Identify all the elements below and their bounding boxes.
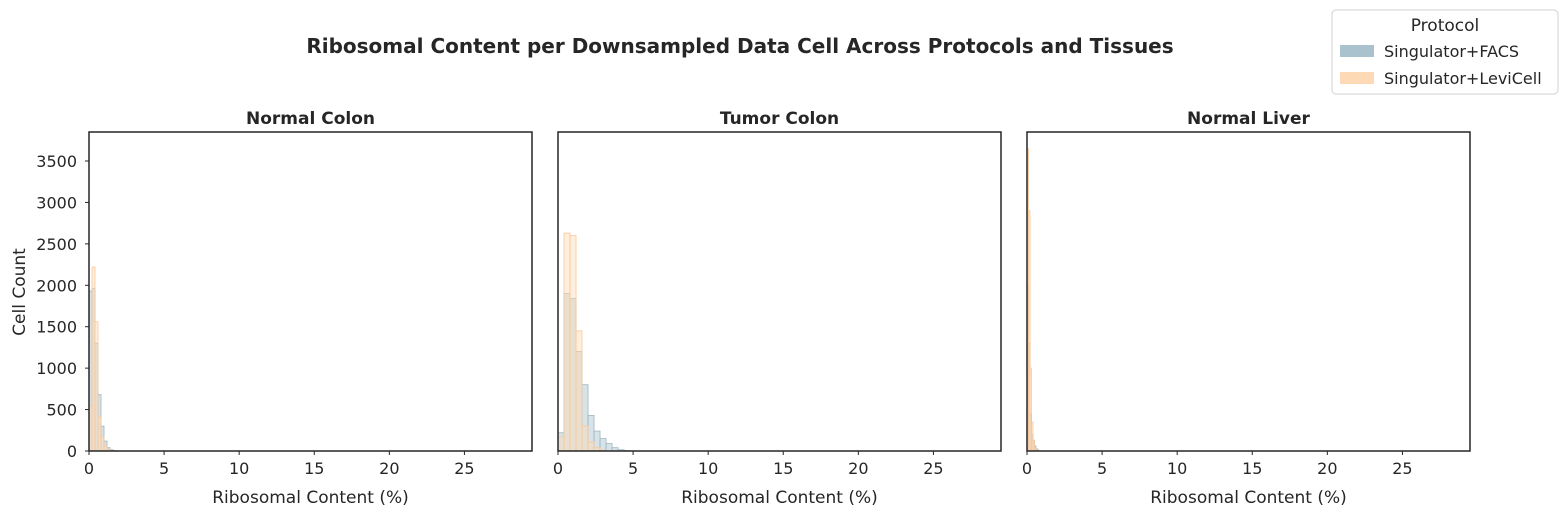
panel-title: Normal Liver bbox=[1187, 109, 1310, 129]
x-tick-label: 5 bbox=[1097, 459, 1107, 478]
plot-frame bbox=[1027, 132, 1470, 451]
x-tick-label: 10 bbox=[229, 459, 249, 478]
panel-title: Normal Colon bbox=[246, 109, 375, 129]
legend-swatch-levicell bbox=[1340, 72, 1374, 84]
histogram-bar bbox=[92, 267, 95, 451]
legend-swatch-facs bbox=[1340, 45, 1374, 57]
plot-frame bbox=[89, 132, 532, 451]
x-tick-label: 0 bbox=[84, 459, 94, 478]
legend-label-facs: Singulator+FACS bbox=[1384, 42, 1519, 61]
x-tick-label: 15 bbox=[1242, 459, 1262, 478]
x-axis-label: Ribosomal Content (%) bbox=[212, 488, 409, 508]
x-tick-label: 0 bbox=[553, 459, 563, 478]
panel-title: Tumor Colon bbox=[720, 109, 839, 129]
x-tick-label: 20 bbox=[379, 459, 399, 478]
y-tick-label: 0 bbox=[67, 442, 77, 461]
histogram-bar bbox=[564, 233, 570, 451]
legend: Protocol Singulator+FACS Singulator+Levi… bbox=[1332, 10, 1558, 94]
histogram-bar bbox=[98, 416, 101, 451]
x-tick-label: 15 bbox=[773, 459, 793, 478]
y-tick-label: 2500 bbox=[36, 235, 77, 254]
x-tick-label: 10 bbox=[1167, 459, 1187, 478]
histogram-bar bbox=[576, 331, 582, 451]
histogram-bar bbox=[101, 437, 104, 451]
histogram-bar bbox=[606, 444, 612, 451]
x-tick-label: 25 bbox=[454, 459, 474, 478]
histogram-bar bbox=[588, 442, 594, 451]
plot-frame bbox=[558, 132, 1001, 451]
panels: Normal Colon 0 5 10 15 20 25 Ribosomal Content … bbox=[36, 109, 1470, 508]
histogram-bar bbox=[582, 426, 588, 451]
x-tick-label: 20 bbox=[1317, 459, 1337, 478]
histogram-bar bbox=[95, 322, 98, 451]
x-tick-label: 5 bbox=[628, 459, 638, 478]
y-tick-label: 3000 bbox=[36, 193, 77, 212]
y-tick-label: 500 bbox=[46, 401, 77, 420]
x-axis-label: Ribosomal Content (%) bbox=[1150, 488, 1347, 508]
x-tick-label: 15 bbox=[304, 459, 324, 478]
y-tick-label: 2000 bbox=[36, 276, 77, 295]
series-levicell bbox=[558, 233, 606, 451]
x-tick-label: 25 bbox=[923, 459, 943, 478]
panel-1: Tumor Colon 0 5 10 15 20 25 Ribosomal Content (… bbox=[553, 109, 1001, 508]
x-tick-label: 0 bbox=[1022, 459, 1032, 478]
legend-label-levicell: Singulator+LeviCell bbox=[1384, 69, 1542, 88]
panel-2: Normal Liver 0 5 10 15 20 25 Ribosomal Content … bbox=[1022, 109, 1470, 508]
y-tick-label: 3500 bbox=[36, 152, 77, 171]
series-levicell bbox=[89, 267, 113, 451]
histogram-bar bbox=[558, 437, 564, 451]
x-tick-label: 5 bbox=[159, 459, 169, 478]
legend-title: Protocol bbox=[1411, 16, 1480, 36]
x-tick-label: 10 bbox=[698, 459, 718, 478]
y-tick-label: 1500 bbox=[36, 318, 77, 337]
figure-title: Ribosomal Content per Downsampled Data C… bbox=[306, 34, 1173, 58]
x-axis-label: Ribosomal Content (%) bbox=[681, 488, 878, 508]
panel-0: Normal Colon 0 5 10 15 20 25 Ribosomal Content … bbox=[36, 109, 532, 508]
x-tick-label: 20 bbox=[848, 459, 868, 478]
histogram-bar bbox=[600, 439, 606, 451]
y-tick-label: 1000 bbox=[36, 359, 77, 378]
series-levicell bbox=[1027, 149, 1038, 451]
x-tick-label: 25 bbox=[1392, 459, 1412, 478]
histogram-bar bbox=[570, 236, 576, 451]
y-axis-label: Cell Count bbox=[10, 248, 30, 336]
